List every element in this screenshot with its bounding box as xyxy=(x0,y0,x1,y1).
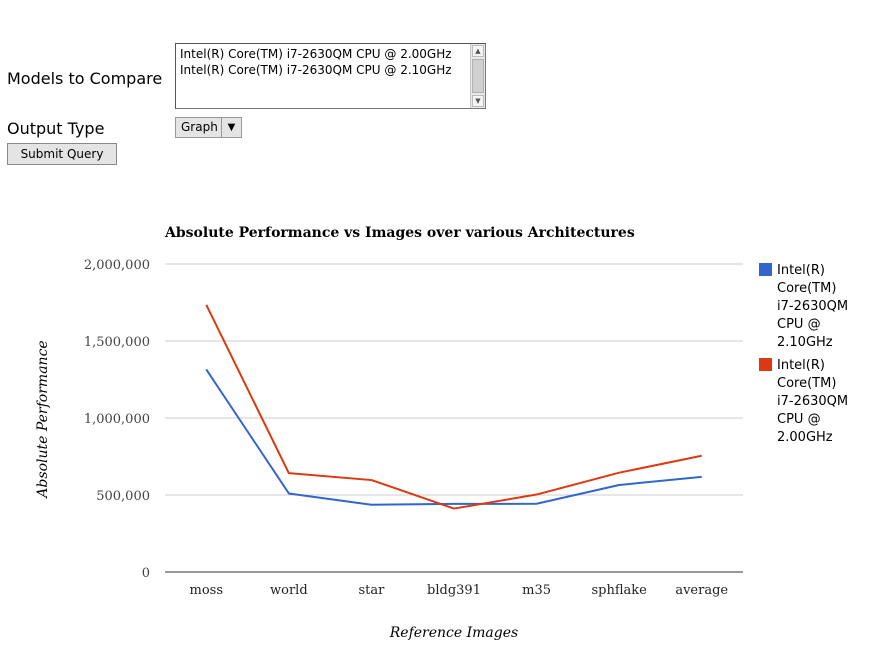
legend-label-line: Core(TM) xyxy=(777,376,837,391)
legend-label-line: CPU @ xyxy=(777,317,821,332)
x-tick-label: moss xyxy=(190,583,224,598)
series-line xyxy=(205,368,702,506)
legend-label-line: i7-2630QM xyxy=(777,394,849,409)
listbox-scrollbar[interactable]: ▲ ▼ xyxy=(470,44,485,108)
scroll-down-icon[interactable]: ▼ xyxy=(472,95,484,107)
legend-label-line: i7-2630QM xyxy=(777,299,849,314)
chart-title: Absolute Performance vs Images over vari… xyxy=(165,225,635,241)
output-type-label: Output Type xyxy=(7,119,105,138)
y-tick-label: 0 xyxy=(142,566,150,581)
x-tick-label: world xyxy=(270,583,308,598)
output-type-value: Graph xyxy=(181,120,218,134)
submit-query-button[interactable]: Submit Query xyxy=(7,143,117,165)
x-tick-label: sphflake xyxy=(591,583,647,598)
legend-label: Intel(R) Core(TM) i7-2630QM CPU @ 2.00GHz xyxy=(777,357,867,447)
dropdown-arrow-icon[interactable]: ▼ xyxy=(221,118,241,137)
scroll-up-icon[interactable]: ▲ xyxy=(472,45,484,57)
legend-swatch xyxy=(759,358,772,371)
y-axis-label: Absolute Performance xyxy=(35,340,51,499)
series-line xyxy=(205,304,702,510)
y-tick-label: 1,500,000 xyxy=(84,335,150,350)
y-tick-label: 2,000,000 xyxy=(84,258,150,273)
y-tick-label: 1,000,000 xyxy=(84,412,150,427)
scroll-thumb[interactable] xyxy=(472,59,484,93)
legend-swatch xyxy=(759,263,772,276)
model-option[interactable]: Intel(R) Core(TM) i7-2630QM CPU @ 2.10GH… xyxy=(180,63,452,77)
y-tick-label: 500,000 xyxy=(96,489,150,504)
models-listbox[interactable]: Intel(R) Core(TM) i7-2630QM CPU @ 2.00GH… xyxy=(175,43,486,109)
legend-label-line: Core(TM) xyxy=(777,281,837,296)
legend-label-line: 2.00GHz xyxy=(777,430,833,445)
legend-label-line: 2.10GHz xyxy=(777,335,833,350)
output-type-select[interactable]: Graph ▼ xyxy=(175,117,242,138)
x-tick-label: star xyxy=(358,583,385,598)
models-label: Models to Compare xyxy=(7,69,163,88)
x-tick-label: average xyxy=(675,583,728,598)
legend-label-line: CPU @ xyxy=(777,412,821,427)
legend-label-line: Intel(R) xyxy=(777,358,825,373)
model-option[interactable]: Intel(R) Core(TM) i7-2630QM CPU @ 2.00GH… xyxy=(180,47,452,61)
x-axis-label: Reference Images xyxy=(389,625,518,641)
x-tick-label: m35 xyxy=(522,583,551,598)
legend-label: Intel(R) Core(TM) i7-2630QM CPU @ 2.10GHz xyxy=(777,262,867,352)
x-tick-label: bldg391 xyxy=(427,583,481,598)
legend-label-line: Intel(R) xyxy=(777,263,825,278)
